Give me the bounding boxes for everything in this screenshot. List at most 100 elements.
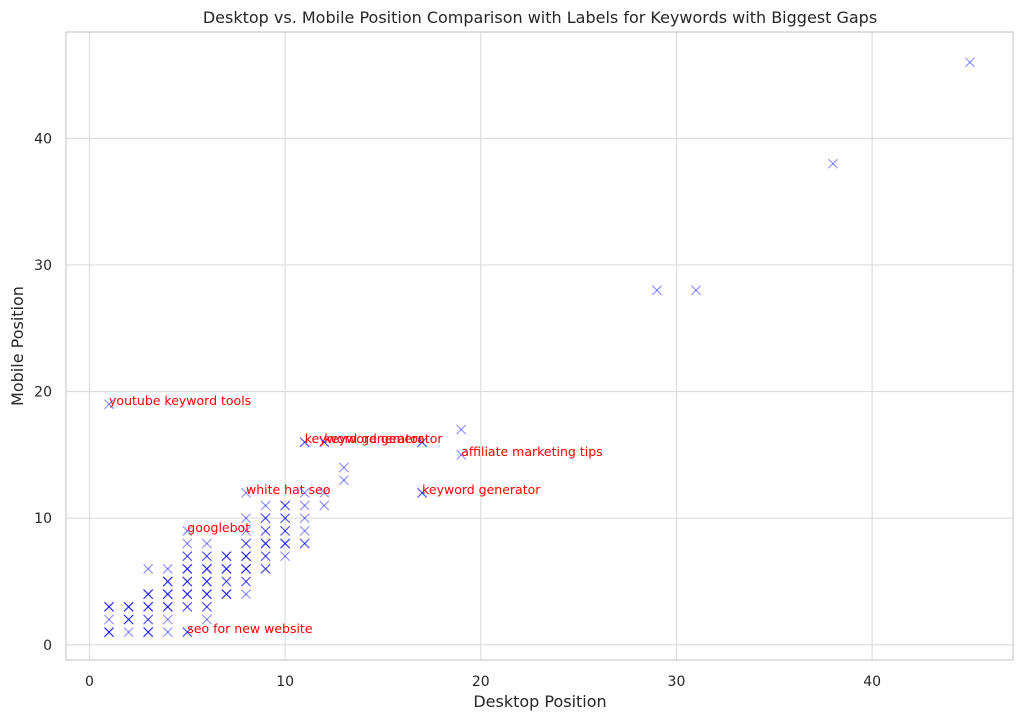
point-stroke	[182, 576, 193, 587]
point-stroke	[280, 500, 291, 511]
y-tick-label: 10	[34, 511, 52, 527]
point-stroke	[260, 551, 271, 562]
point-stroke	[299, 437, 310, 448]
scatter-point	[241, 589, 251, 600]
point-stroke	[201, 563, 212, 574]
point-stroke	[417, 437, 428, 448]
point-stroke	[201, 551, 212, 562]
scatter-point	[241, 563, 251, 574]
scatter-point	[123, 601, 134, 612]
scatter-point	[162, 627, 173, 638]
point-stroke	[319, 487, 330, 498]
point-stroke	[201, 589, 212, 600]
point-stroke	[123, 614, 134, 625]
scatter-point	[104, 627, 115, 638]
point-stroke	[260, 538, 271, 549]
point-stroke	[691, 285, 702, 296]
point-stroke	[123, 614, 134, 625]
scatter-point	[182, 627, 193, 638]
point-stroke	[182, 589, 193, 600]
scatter-point	[123, 614, 134, 625]
point-stroke	[241, 563, 251, 574]
point-stroke	[241, 576, 251, 587]
point-stroke	[221, 551, 232, 562]
scatter-point	[201, 576, 212, 587]
point-stroke	[123, 614, 134, 625]
scatter-point	[104, 627, 115, 638]
point-stroke	[417, 437, 428, 448]
point-stroke	[221, 563, 232, 574]
point-stroke	[299, 437, 310, 448]
point-stroke	[182, 576, 193, 587]
scatter-point	[143, 589, 154, 600]
scatter-point	[182, 601, 193, 612]
scatter-point	[299, 525, 310, 536]
point-stroke	[201, 614, 212, 625]
point-stroke	[260, 563, 271, 574]
point-stroke	[241, 487, 251, 498]
point-stroke	[123, 601, 134, 612]
scatter-point	[241, 563, 251, 574]
point-stroke	[260, 563, 271, 574]
point-stroke	[182, 576, 193, 587]
scatter-point	[201, 551, 212, 562]
point-stroke	[260, 525, 271, 536]
scatter-point	[260, 513, 271, 524]
scatter-point	[221, 589, 232, 600]
scatter-point	[182, 576, 193, 587]
scatter-point	[143, 614, 154, 625]
point-stroke	[280, 538, 291, 549]
scatter-point	[201, 601, 212, 612]
point-stroke	[280, 525, 291, 536]
point-stroke	[162, 589, 173, 600]
scatter-point	[299, 513, 310, 524]
point-stroke	[280, 525, 291, 536]
point-stroke	[143, 601, 154, 612]
point-stroke	[182, 601, 193, 612]
point-stroke	[241, 551, 251, 562]
point-stroke	[241, 563, 251, 574]
point-stroke	[260, 513, 271, 524]
scatter-point	[241, 487, 251, 498]
scatter-point	[201, 576, 212, 587]
point-stroke	[182, 563, 193, 574]
scatter-point	[221, 576, 232, 587]
point-stroke	[280, 513, 291, 524]
point-stroke	[143, 627, 154, 638]
point-stroke	[182, 589, 193, 600]
point-stroke	[338, 462, 349, 473]
point-stroke	[201, 576, 212, 587]
point-stroke	[182, 563, 193, 574]
scatter-point	[221, 589, 232, 600]
point-stroke	[456, 449, 467, 460]
point-stroke	[299, 525, 310, 536]
point-stroke	[104, 614, 115, 625]
point-stroke	[182, 563, 193, 574]
point-stroke	[260, 538, 271, 549]
point-stroke	[162, 614, 173, 625]
scatter-point	[182, 551, 193, 562]
scatter-point	[319, 437, 330, 448]
scatter-point	[241, 576, 251, 587]
point-stroke	[182, 538, 193, 549]
point-stroke	[221, 551, 232, 562]
point-stroke	[319, 437, 330, 448]
point-stroke	[319, 487, 330, 498]
point-stroke	[241, 538, 251, 549]
x-axis-label: Desktop Position	[473, 692, 606, 711]
point-stroke	[104, 627, 115, 638]
scatter-point	[280, 525, 291, 536]
point-stroke	[417, 487, 428, 498]
point-stroke	[123, 614, 134, 625]
point-stroke	[280, 551, 291, 562]
point-stroke	[260, 525, 271, 536]
point-stroke	[221, 563, 232, 574]
point-stroke	[241, 538, 251, 549]
point-stroke	[280, 525, 291, 536]
point-stroke	[319, 500, 330, 511]
point-stroke	[280, 513, 291, 524]
point-stroke	[319, 437, 330, 448]
point-stroke	[143, 627, 154, 638]
scatter-point	[221, 551, 232, 562]
point-stroke	[651, 285, 662, 296]
